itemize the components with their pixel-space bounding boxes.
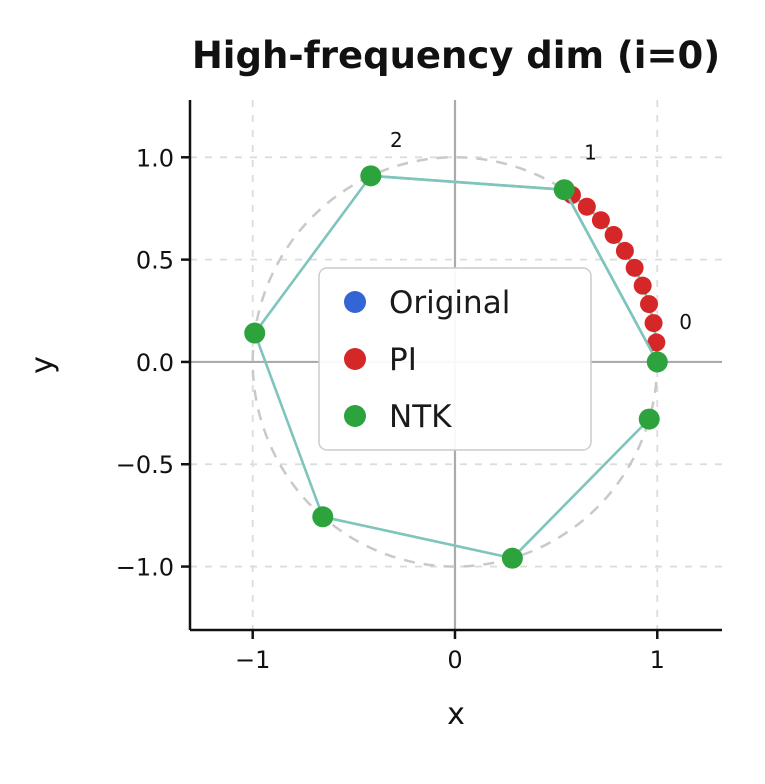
- axes-layer: −1 0 1 −1.0 −0.5 0.0 0.5 1.0: [116, 100, 722, 674]
- series-pi-point: [633, 276, 652, 295]
- series-ntk-point: [312, 506, 334, 528]
- legend-label-original: Original: [389, 285, 510, 321]
- series-pi-point: [615, 241, 634, 260]
- series-pi-point: [644, 314, 663, 333]
- series-pi-point: [625, 258, 644, 277]
- series-pi-point: [647, 333, 666, 352]
- legend-marker-ntk: [344, 405, 366, 427]
- legend-marker-pi: [344, 348, 366, 370]
- series-pi-point: [591, 211, 610, 230]
- annotation-0: 0: [679, 310, 692, 334]
- y-axis-label: y: [25, 356, 60, 374]
- y-tick-label: −1.0: [116, 554, 174, 582]
- x-tick-label: −1: [235, 646, 270, 674]
- y-tick-label: −0.5: [116, 451, 174, 479]
- x-tick-label: 1: [650, 646, 665, 674]
- legend: Original PI NTK: [318, 267, 592, 451]
- legend-label-ntk: NTK: [389, 399, 452, 435]
- y-tick-label: 0.5: [136, 247, 174, 275]
- annotation-1: 1: [584, 140, 597, 164]
- series-ntk: [244, 165, 668, 569]
- series-pi-point: [640, 295, 659, 314]
- annotation-2: 2: [390, 128, 403, 152]
- series-ntk-point: [553, 179, 575, 201]
- series-pi-point: [604, 225, 623, 244]
- x-tick-label: 0: [447, 646, 462, 674]
- legend-marker-original: [344, 291, 366, 313]
- y-tick-label: 0.0: [136, 349, 174, 377]
- chart-title: High-frequency dim (i=0): [192, 34, 720, 77]
- series-layer: [244, 165, 668, 569]
- series-pi-point: [577, 197, 596, 216]
- series-ntk-point: [646, 351, 668, 373]
- x-axis-label: x: [447, 697, 465, 732]
- series-ntk-point: [501, 547, 523, 569]
- series-ntk-point: [638, 408, 660, 430]
- legend-box: [318, 267, 592, 451]
- series-ntk-point: [244, 322, 266, 344]
- series-ntk-point: [360, 165, 382, 187]
- legend-label-pi: PI: [389, 342, 417, 378]
- annotations-layer: 0 1 2: [390, 128, 692, 334]
- y-tick-label: 1.0: [136, 144, 174, 172]
